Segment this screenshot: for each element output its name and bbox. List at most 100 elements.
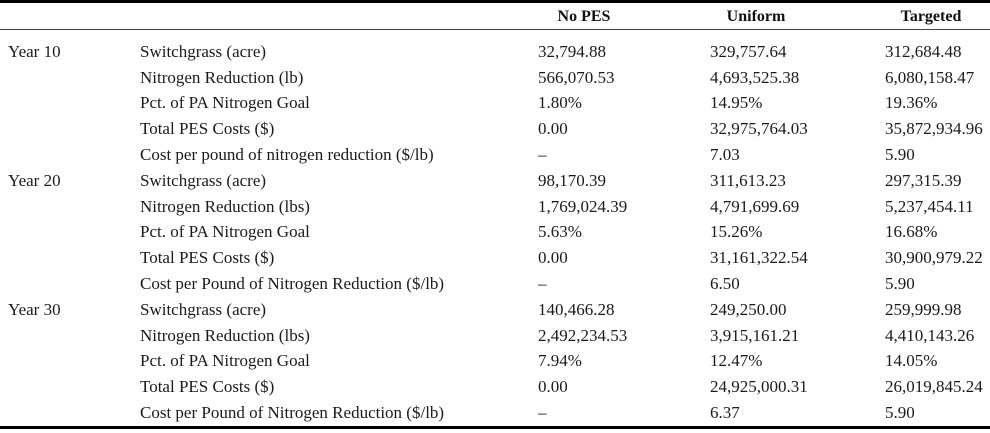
- year-label-empty: [0, 91, 140, 117]
- metric-label: Cost per pound of nitrogen reduction ($/…: [140, 145, 434, 165]
- table-row: Pct. of PA Nitrogen Goal 1.80% 14.95% 19…: [0, 91, 990, 117]
- value-uniform: 6.37: [710, 403, 740, 423]
- column-header-uniform: Uniform: [726, 8, 786, 25]
- year-label: Year 10: [8, 41, 61, 61]
- value-uniform: 14.95%: [710, 93, 763, 113]
- year-label-empty: [0, 323, 140, 349]
- table-row: Year 10 Switchgrass (acre) 32,794.88 329…: [0, 39, 990, 65]
- value-targeted: 35,872,934.96: [885, 119, 983, 139]
- table-row: Nitrogen Reduction (lb) 566,070.53 4,693…: [0, 65, 990, 91]
- spacer-row: [0, 30, 990, 40]
- value-targeted: 16.68%: [885, 222, 938, 242]
- value-no-pes: 0.00: [538, 377, 568, 397]
- value-targeted: 5.90: [885, 274, 915, 294]
- value-uniform: 311,613.23: [710, 170, 786, 190]
- value-uniform: 32,975,764.03: [710, 119, 808, 139]
- metric-label: Nitrogen Reduction (lbs): [140, 325, 310, 345]
- header-row: No PES Uniform Targeted: [0, 1, 990, 30]
- value-uniform: 4,693,525.38: [710, 67, 800, 87]
- table-row: Pct. of PA Nitrogen Goal 5.63% 15.26% 16…: [0, 220, 990, 246]
- table-row: Pct. of PA Nitrogen Goal 7.94% 12.47% 14…: [0, 349, 990, 375]
- metric-label: Switchgrass (acre): [140, 41, 267, 61]
- year-label: Year 30: [8, 299, 61, 319]
- value-uniform: 7.03: [710, 145, 740, 165]
- value-no-pes: 7.94%: [538, 351, 582, 371]
- metric-label: Switchgrass (acre): [140, 170, 267, 190]
- value-targeted: 6,080,158.47: [885, 67, 975, 87]
- value-targeted: 5.90: [885, 145, 915, 165]
- column-header-no-pes-cell: No PES: [538, 1, 710, 30]
- value-no-pes: 1,769,024.39: [538, 196, 628, 216]
- column-header-targeted: Targeted: [900, 8, 962, 25]
- year-label-empty: [0, 400, 140, 427]
- metric-label: Pct. of PA Nitrogen Goal: [140, 222, 310, 242]
- table-body: Year 10 Switchgrass (acre) 32,794.88 329…: [0, 30, 990, 428]
- value-targeted: 19.36%: [885, 93, 938, 113]
- table-row: Total PES Costs ($) 0.00 24,925,000.31 2…: [0, 374, 990, 400]
- value-no-pes: –: [538, 145, 547, 165]
- value-targeted: 297,315.39: [885, 170, 962, 190]
- year-label-empty: [0, 116, 140, 142]
- value-no-pes: –: [538, 403, 547, 423]
- value-targeted: 312,684.48: [885, 41, 962, 61]
- metric-label: Cost per Pound of Nitrogen Reduction ($/…: [140, 274, 445, 294]
- header-metric-spacer: [140, 1, 538, 30]
- column-header-no-pes: No PES: [557, 8, 611, 25]
- metric-label: Cost per Pound of Nitrogen Reduction ($/…: [140, 403, 445, 423]
- value-uniform: 6.50: [710, 274, 740, 294]
- year-label-empty: [0, 245, 140, 271]
- year-label-empty: [0, 349, 140, 375]
- value-no-pes: 98,170.39: [538, 170, 606, 190]
- metric-label: Switchgrass (acre): [140, 299, 267, 319]
- metric-label: Pct. of PA Nitrogen Goal: [140, 351, 310, 371]
- value-no-pes: 1.80%: [538, 93, 582, 113]
- table-header: No PES Uniform Targeted: [0, 1, 990, 30]
- table-row: Nitrogen Reduction (lbs) 1,769,024.39 4,…: [0, 194, 990, 220]
- column-header-targeted-cell: Targeted: [885, 1, 990, 30]
- value-targeted: 259,999.98: [885, 299, 962, 319]
- year-label-empty: [0, 220, 140, 246]
- value-uniform: 3,915,161.21: [710, 325, 800, 345]
- value-no-pes: –: [538, 274, 547, 294]
- value-no-pes: 566,070.53: [538, 67, 615, 87]
- value-targeted: 26,019,845.24: [885, 377, 983, 397]
- value-targeted: 5.90: [885, 403, 915, 423]
- metric-label: Nitrogen Reduction (lbs): [140, 196, 310, 216]
- metric-label: Total PES Costs ($): [140, 119, 275, 139]
- value-uniform: 12.47%: [710, 351, 763, 371]
- metric-label: Total PES Costs ($): [140, 248, 275, 268]
- value-uniform: 329,757.64: [710, 41, 787, 61]
- value-no-pes: 0.00: [538, 119, 568, 139]
- value-uniform: 15.26%: [710, 222, 763, 242]
- table-row: Cost per pound of nitrogen reduction ($/…: [0, 142, 990, 168]
- year-label-empty: [0, 65, 140, 91]
- table-row: Cost per Pound of Nitrogen Reduction ($/…: [0, 271, 990, 297]
- year-label-empty: [0, 374, 140, 400]
- year-label: Year 20: [8, 170, 61, 190]
- value-no-pes: 32,794.88: [538, 41, 606, 61]
- value-targeted: 5,237,454.11: [885, 196, 974, 216]
- value-uniform: 31,161,322.54: [710, 248, 808, 268]
- value-targeted: 30,900,979.22: [885, 248, 983, 268]
- value-no-pes: 140,466.28: [538, 299, 615, 319]
- table-row: Total PES Costs ($) 0.00 31,161,322.54 3…: [0, 245, 990, 271]
- value-targeted: 14.05%: [885, 351, 938, 371]
- metric-label: Pct. of PA Nitrogen Goal: [140, 93, 310, 113]
- metric-label: Total PES Costs ($): [140, 377, 275, 397]
- value-uniform: 24,925,000.31: [710, 377, 808, 397]
- table-row: Nitrogen Reduction (lbs) 2,492,234.53 3,…: [0, 323, 990, 349]
- table-row: Year 30 Switchgrass (acre) 140,466.28 24…: [0, 297, 990, 323]
- year-label-empty: [0, 142, 140, 168]
- value-no-pes: 2,492,234.53: [538, 325, 628, 345]
- metric-label: Nitrogen Reduction (lb): [140, 67, 304, 87]
- header-year-spacer: [0, 1, 140, 30]
- value-targeted: 4,410,143.26: [885, 325, 975, 345]
- value-uniform: 249,250.00: [710, 299, 787, 319]
- value-no-pes: 0.00: [538, 248, 568, 268]
- column-header-uniform-cell: Uniform: [710, 1, 885, 30]
- value-no-pes: 5.63%: [538, 222, 582, 242]
- table-row: Cost per Pound of Nitrogen Reduction ($/…: [0, 400, 990, 427]
- table-row: Total PES Costs ($) 0.00 32,975,764.03 3…: [0, 116, 990, 142]
